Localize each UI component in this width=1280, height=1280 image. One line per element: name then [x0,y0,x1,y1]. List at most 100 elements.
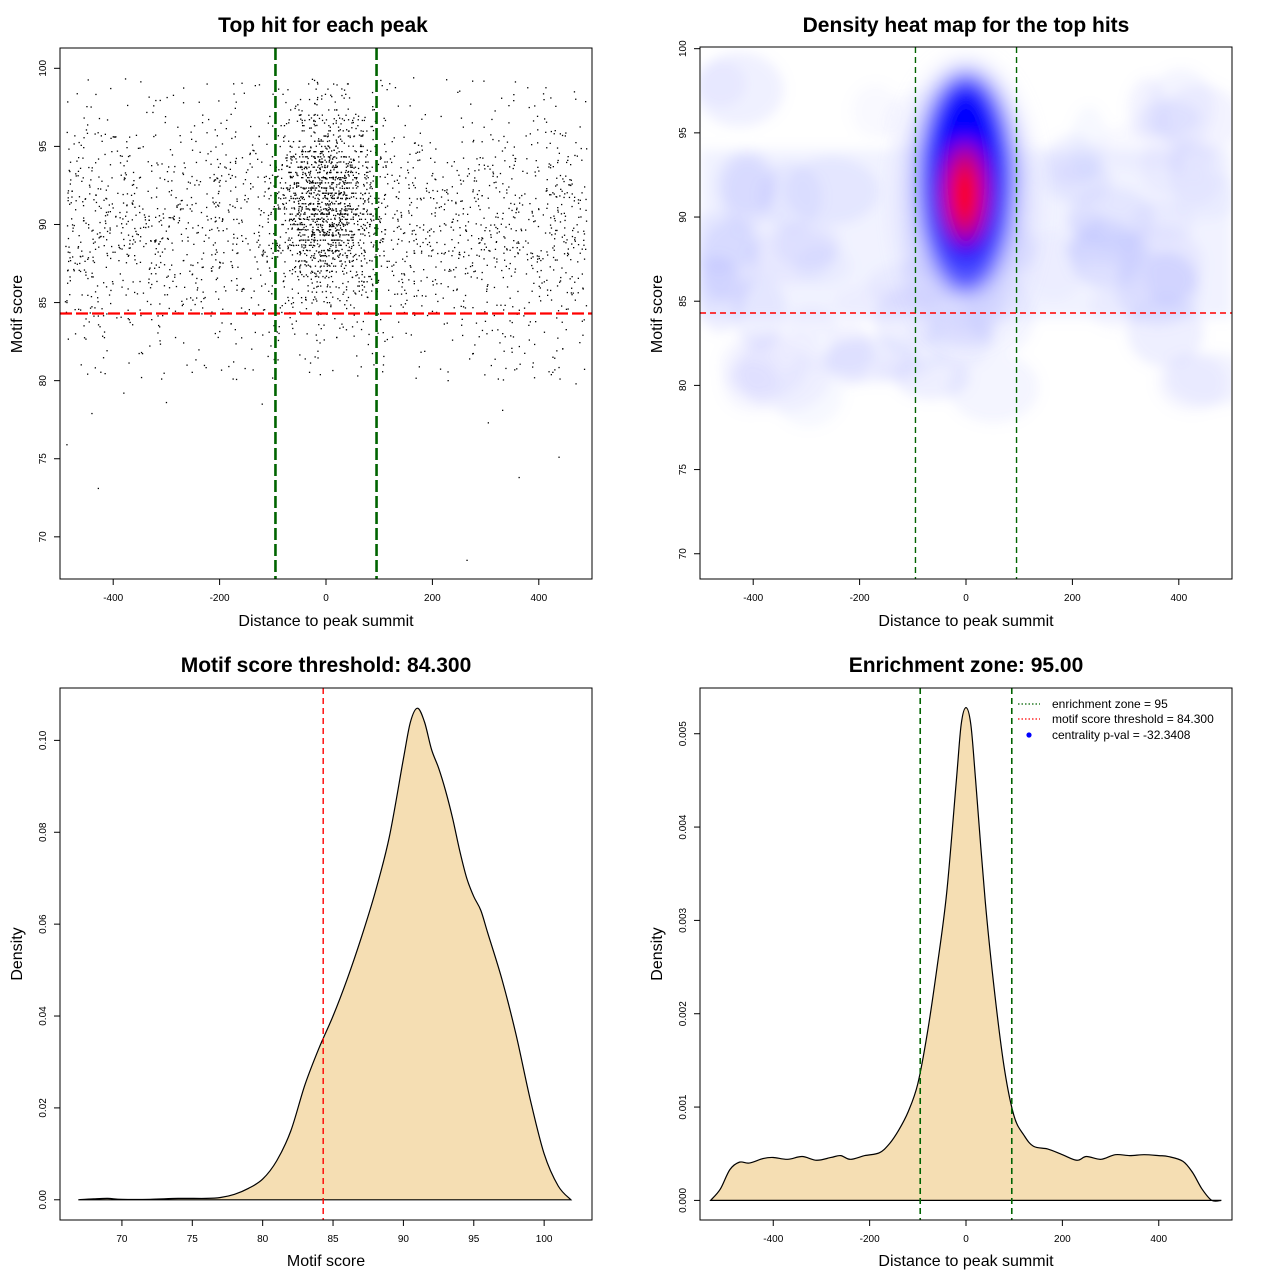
scatter-point [302,156,304,158]
scatter-point [129,321,131,324]
scatter-point [332,234,334,236]
scatter-point [273,185,275,187]
scatter-point [570,164,572,166]
scatter-point [334,217,336,219]
scatter-point [439,225,441,227]
scatter-point [140,81,142,83]
scatter-point [328,249,330,252]
scatter-point [357,125,359,127]
scatter-point [78,235,80,237]
scatter-point [361,213,364,215]
scatter-point [321,192,324,194]
scatter-point [360,233,362,235]
scatter-point [229,204,231,206]
scatter-point [264,283,266,285]
scatter-point [67,190,70,192]
scatter-point [367,171,369,173]
scatter-point [340,123,342,125]
scatter-point [210,270,213,272]
scatter-point [484,320,487,322]
scatter-point [197,224,199,227]
scatter-point [467,213,469,215]
scatter-point [525,240,527,242]
scatter-point [293,201,295,203]
scatter-point [556,285,559,287]
scatter-point [416,295,418,297]
scatter-point [106,119,109,121]
scatter-point [538,170,540,172]
scatter-point [272,252,274,254]
scatter-point [277,135,279,137]
scatter-point [248,309,250,311]
scatter-point [318,223,320,226]
scatter-point [143,226,145,228]
scatter-point [367,199,369,201]
scatter-point [325,161,328,163]
scatter-point [341,218,343,220]
scatter-point [574,154,576,157]
scatter-point [340,156,342,158]
scatter-point [332,235,335,237]
scatter-point [349,249,351,252]
scatter-point [380,239,382,241]
scatter-point [366,188,368,191]
scatter-point [360,135,362,137]
scatter-point [552,247,554,249]
scatter-point [563,241,565,243]
scatter-point [459,234,461,236]
scatter-point [146,111,148,114]
scatter-point [307,239,309,241]
scatter-point [445,224,447,226]
scatter-point [137,147,140,149]
scatter-point [277,249,279,252]
scatter-point [319,182,321,184]
scatter-point [476,254,478,256]
scatter-point [328,243,330,246]
scatter-point [322,140,324,142]
scatter-point [506,192,508,194]
scatter-point [317,166,319,168]
scatter-point [470,248,473,250]
scatter-point [514,81,517,83]
scatter-point [414,314,416,316]
scatter-point [148,268,151,270]
scatter-point [175,197,177,199]
scatter-point [89,307,92,309]
scatter-point [267,214,270,217]
scatter-point [322,176,325,178]
scatter-point [119,155,122,157]
scatter-point [554,233,556,235]
scatter-point [323,231,325,233]
scatter-point [198,349,200,351]
scatter-point [160,261,162,264]
scatter-point [323,301,325,303]
scatter-point [344,177,346,179]
scatter-point [538,285,540,287]
scatter-point [106,239,108,241]
scatter-point [297,292,299,294]
scatter-point [324,195,326,197]
scatter-point [129,243,131,245]
scatter-point [482,237,484,240]
scatter-point [583,368,586,370]
legend-point-centrality [1026,732,1032,738]
scatter-point [343,192,346,194]
scatter-point [332,178,334,180]
scatter-point [380,265,383,267]
scatter-point [193,125,196,127]
scatter-point [250,183,252,185]
scatter-point [258,135,260,138]
scatter-point [474,344,476,346]
scatter-point [478,336,480,338]
scatter-point [109,211,111,213]
scatter-point [323,187,325,189]
scatter-point [493,224,496,226]
scatter-point [345,213,347,215]
scatter-point [155,264,157,266]
scatter-point [258,246,260,248]
scatter-point [116,225,118,227]
scatter-point [533,377,536,379]
scatter-point [259,214,262,216]
scatter-point [561,321,563,323]
scatter-point [321,180,323,182]
